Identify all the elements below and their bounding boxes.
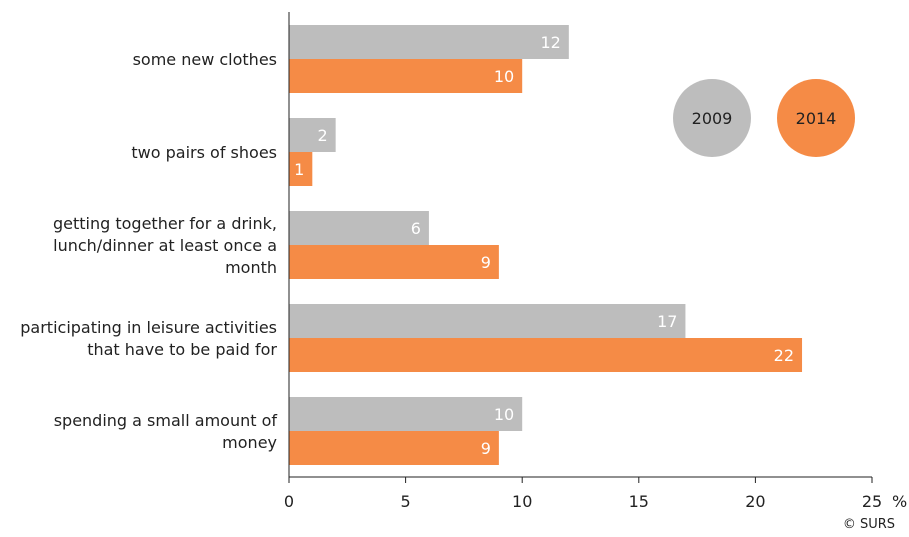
x-tick-label: 5 bbox=[401, 492, 411, 511]
x-tick-label: 20 bbox=[745, 492, 765, 511]
bar-value-label: 9 bbox=[481, 253, 491, 272]
bar-2009-2 bbox=[289, 211, 429, 245]
bar-2009-3 bbox=[289, 304, 686, 338]
bar-value-label: 22 bbox=[774, 346, 794, 365]
bar-value-label: 1 bbox=[294, 160, 304, 179]
bar-value-label: 6 bbox=[411, 219, 421, 238]
x-tick-label: 15 bbox=[629, 492, 649, 511]
bar-2014-2 bbox=[289, 245, 499, 279]
bar-value-label: 10 bbox=[494, 67, 514, 86]
category-label: some new clothes bbox=[133, 50, 277, 69]
bar-value-label: 2 bbox=[317, 126, 327, 145]
bar-2014-1 bbox=[289, 152, 313, 186]
x-axis-unit: % bbox=[892, 492, 907, 511]
x-tick-label: 0 bbox=[284, 492, 294, 511]
x-tick-label: 10 bbox=[512, 492, 532, 511]
bar-value-label: 12 bbox=[540, 33, 560, 52]
source-label: © SURS bbox=[842, 517, 895, 532]
x-axis-ticks: 0 5 10 15 20 25 bbox=[284, 477, 882, 511]
bar-2009-1 bbox=[289, 118, 336, 152]
legend: 2009 2014 bbox=[673, 79, 855, 157]
category-label: spending a small amount of money bbox=[54, 411, 278, 452]
bar-2014-3 bbox=[289, 338, 803, 372]
category-label: getting together for a drink, lunch/dinne… bbox=[53, 214, 277, 277]
legend-label-2014: 2014 bbox=[796, 109, 837, 128]
x-tick-label: 25 bbox=[862, 492, 882, 511]
legend-swatch-2009 bbox=[673, 79, 751, 157]
category-labels: some new clothes two pairs of shoes gettin… bbox=[20, 50, 277, 452]
bar-2014-0 bbox=[289, 59, 523, 93]
legend-swatch-2014 bbox=[777, 79, 855, 157]
bar-2009-0 bbox=[289, 25, 569, 59]
legend-label-2009: 2009 bbox=[692, 109, 733, 128]
bar-2014-4 bbox=[289, 431, 499, 465]
bar-value-label: 10 bbox=[494, 405, 514, 424]
category-label: two pairs of shoes bbox=[131, 143, 277, 162]
bar-value-label: 9 bbox=[481, 439, 491, 458]
bar-2009-4 bbox=[289, 397, 523, 431]
category-label: participating in leisure activities that … bbox=[20, 318, 277, 359]
bar-value-label: 17 bbox=[657, 312, 677, 331]
